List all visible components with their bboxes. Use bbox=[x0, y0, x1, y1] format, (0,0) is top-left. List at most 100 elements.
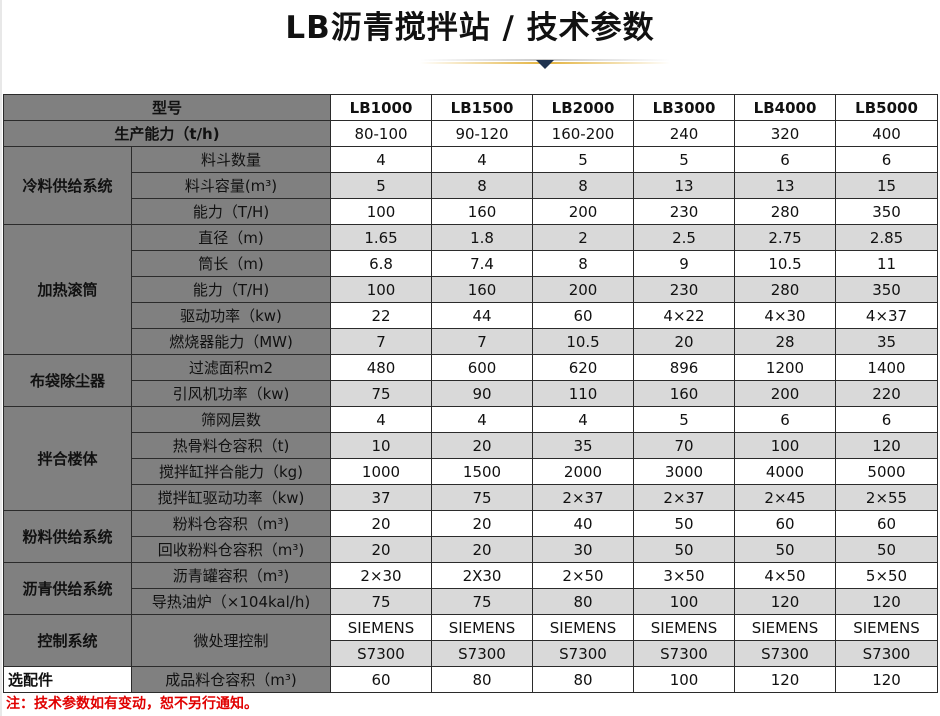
page-title: LB沥青搅拌站 / 技术参数 bbox=[285, 10, 655, 46]
cell-value: 5 bbox=[633, 146, 736, 173]
cell-value: 4 bbox=[330, 146, 433, 173]
cell-value: 2×55 bbox=[835, 484, 939, 511]
category-label: 布袋除尘器 bbox=[3, 354, 132, 407]
table-row: 加热滚筒 直径（m) 1.65 1.8 2 2.5 2.75 2.85 bbox=[3, 224, 939, 355]
cell-value: 37 bbox=[330, 484, 433, 511]
header-row: 型号 LB1000 LB1500 LB2000 LB3000 LB4000 LB5000 bbox=[2, 94, 939, 121]
cell-value: 230 bbox=[633, 198, 736, 225]
cell-value: 400 bbox=[835, 120, 939, 147]
category-label: 拌合楼体 bbox=[3, 406, 132, 511]
cell-value: SIEMENS bbox=[835, 614, 939, 641]
table-row: 拌合楼体 筛网层数 4 4 4 5 6 6 bbox=[3, 406, 939, 511]
cell-value: 4 bbox=[532, 406, 635, 433]
parameter-label: 回收粉料仓容积（m³) bbox=[130, 536, 332, 563]
cell-value: 20 bbox=[330, 536, 433, 563]
cell-value: 4 bbox=[431, 406, 534, 433]
cell-value: S7300 bbox=[835, 640, 939, 667]
category-label: 控制系统 bbox=[3, 614, 132, 667]
cell-value: 40 bbox=[532, 510, 635, 537]
cell-value: 4×37 bbox=[835, 302, 939, 329]
cell-value: 100 bbox=[633, 666, 736, 693]
cell-value: 120 bbox=[835, 588, 939, 615]
parameter-label: 直径（m) bbox=[130, 224, 332, 251]
cell-value: 1000 bbox=[330, 458, 433, 485]
table-row: 搅拌缸拌合能力（kg) 1000 1500 2000 3000 4000 5000 bbox=[4, 458, 939, 485]
cell-value: 90 bbox=[431, 380, 534, 407]
model-header-label: 型号 bbox=[2, 94, 332, 121]
cell-value: 35 bbox=[532, 432, 635, 459]
footnote: 注：技术参数如有变动，恕不另行通知。 bbox=[6, 696, 258, 712]
cell-value: 100 bbox=[330, 276, 433, 303]
cell-value: SIEMENS bbox=[431, 614, 534, 641]
cell-value: 30 bbox=[532, 536, 635, 563]
model-name: LB5000 bbox=[835, 94, 939, 121]
spec-table: 型号 LB1000 LB1500 LB2000 LB3000 LB4000 LB5000 生产… bbox=[2, 94, 939, 693]
parameter-label: 成品料仓容积（m³) bbox=[130, 666, 332, 693]
cell-value: 5 bbox=[330, 172, 433, 199]
cell-value: 6.8 bbox=[330, 250, 433, 277]
table-row: 沥青供给系统 沥青罐容积（m³) 2×30 2X30 2×50 3×50 4×50 5×50 bbox=[3, 562, 939, 615]
cell-value: 8 bbox=[532, 172, 635, 199]
cell-value: S7300 bbox=[431, 640, 534, 667]
cell-value: 600 bbox=[431, 354, 534, 381]
table-row: 热骨料仓容积（t) 10 20 35 70 100 120 bbox=[4, 432, 939, 459]
cell-value: 6 bbox=[734, 146, 837, 173]
table-row: 燃烧器能力（MW) 7 7 10.5 20 28 35 bbox=[4, 328, 939, 355]
table-row: 回收粉料仓容积（m³) 20 20 30 50 50 50 bbox=[4, 536, 939, 563]
cell-value: 1500 bbox=[431, 458, 534, 485]
category-label: 加热滚筒 bbox=[3, 224, 132, 355]
cell-value: 50 bbox=[633, 536, 736, 563]
cell-value: 7.4 bbox=[431, 250, 534, 277]
control-row: 控制系统 微处理控制 SIEMENS SIEMENS SIEMENS SIEMENS SIE… bbox=[3, 614, 939, 667]
cell-value: 280 bbox=[734, 276, 837, 303]
cell-value: 2.5 bbox=[633, 224, 736, 251]
cell-value: 1.8 bbox=[431, 224, 534, 251]
parameter-label: 粉料仓容积（m³) bbox=[130, 510, 332, 537]
cell-value: 320 bbox=[734, 120, 837, 147]
cell-value: 80-100 bbox=[330, 120, 433, 147]
parameter-label: 驱动功率（kw) bbox=[130, 302, 332, 329]
table-row: 导热油炉（×104kal/h) 75 75 80 100 120 120 bbox=[4, 588, 939, 615]
cell-value: 20 bbox=[431, 432, 534, 459]
cell-value: 2.75 bbox=[734, 224, 837, 251]
cell-value: 11 bbox=[835, 250, 939, 277]
model-name: LB4000 bbox=[734, 94, 837, 121]
cell-value: 50 bbox=[633, 510, 736, 537]
cell-value: 2×50 bbox=[532, 562, 635, 589]
cell-value: 44 bbox=[431, 302, 534, 329]
cell-value: 3000 bbox=[633, 458, 736, 485]
parameter-label: 料斗数量 bbox=[130, 146, 332, 173]
cell-value: 50 bbox=[835, 536, 939, 563]
parameter-label: 筒长（m) bbox=[130, 250, 332, 277]
cell-value: 2×45 bbox=[734, 484, 837, 511]
cell-value: 5 bbox=[633, 406, 736, 433]
capacity-label: 生产能力（t/h) bbox=[2, 120, 332, 147]
cell-value: 230 bbox=[633, 276, 736, 303]
cell-value: 5000 bbox=[835, 458, 939, 485]
cell-value: 100 bbox=[330, 198, 433, 225]
title-underline-decoration bbox=[420, 59, 670, 69]
cell-value: 6 bbox=[835, 406, 939, 433]
cell-value: 2×37 bbox=[633, 484, 736, 511]
cell-value: SIEMENS bbox=[330, 614, 433, 641]
optional-row: 选配件 成品料仓容积（m³) 60 80 80 100 120 120 bbox=[3, 666, 939, 693]
cell-value: 160 bbox=[633, 380, 736, 407]
cell-value: S7300 bbox=[330, 640, 433, 667]
cell-value: 160 bbox=[431, 276, 534, 303]
cell-value: 2 bbox=[532, 224, 635, 251]
cell-value: 8 bbox=[431, 172, 534, 199]
parameter-label: 过滤面积m2 bbox=[130, 354, 332, 381]
model-name: LB1500 bbox=[431, 94, 534, 121]
category-label: 粉料供给系统 bbox=[3, 510, 132, 563]
cell-value: 350 bbox=[835, 276, 939, 303]
table-row: 引风机功率（kw) 75 90 110 160 200 220 bbox=[4, 380, 939, 407]
cell-value: 7 bbox=[330, 328, 433, 355]
cell-value: 5 bbox=[532, 146, 635, 173]
capacity-row: 生产能力（t/h) 80-100 90-120 160-200 240 320 400 bbox=[2, 120, 939, 147]
model-name: LB3000 bbox=[633, 94, 736, 121]
control-row: S7300 S7300 S7300 S7300 S7300 S7300 bbox=[4, 640, 939, 667]
cell-value: 13 bbox=[633, 172, 736, 199]
parameter-label: 引风机功率（kw) bbox=[130, 380, 332, 407]
category-label: 沥青供给系统 bbox=[3, 562, 132, 615]
cell-value: 9 bbox=[633, 250, 736, 277]
